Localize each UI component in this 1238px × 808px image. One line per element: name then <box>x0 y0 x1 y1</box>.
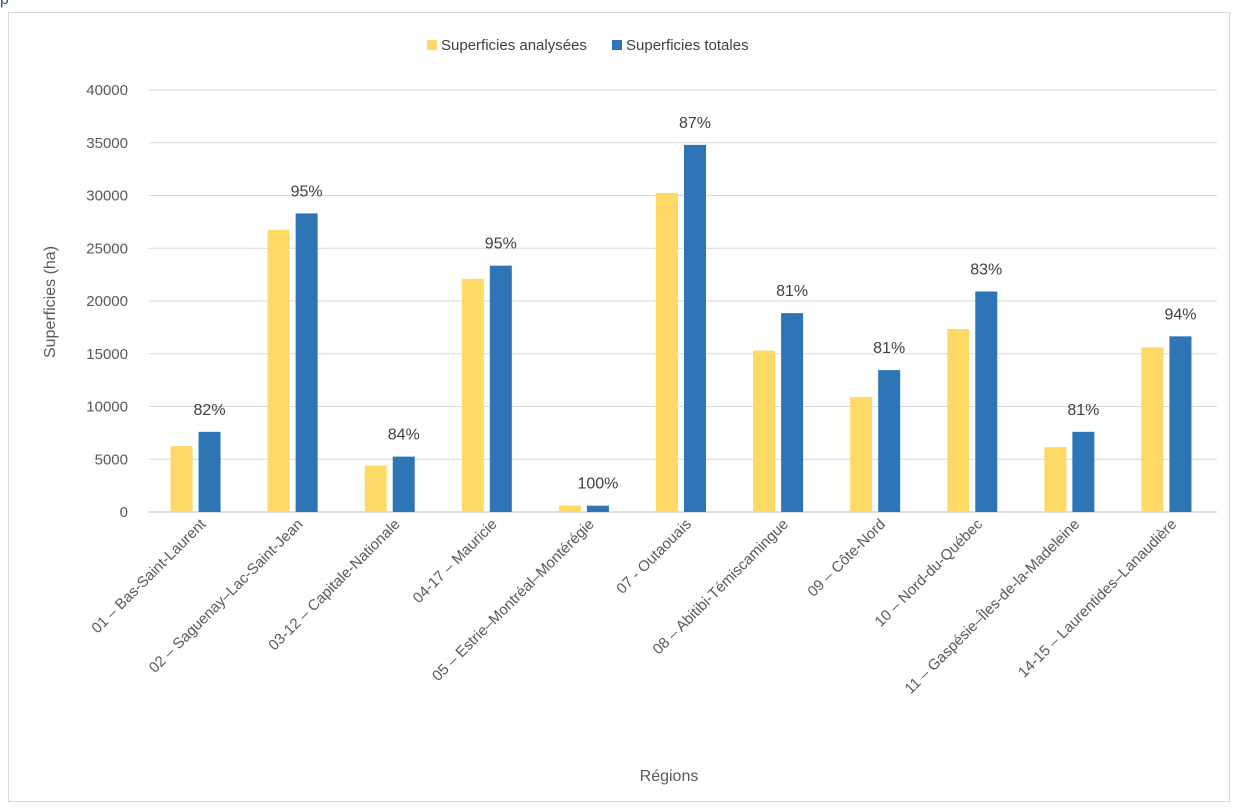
data-labels: 82% 95% 84% 95% 100% 87% 81% 81% 83% 81% 94% <box>194 115 1197 493</box>
x-category-label: 14-15 – Laurentides–Lanaudière <box>1015 516 1180 681</box>
bar-analysees <box>753 350 776 512</box>
bar-analysees <box>170 446 193 512</box>
legend: Superficies analysées Superficies totales <box>427 37 749 54</box>
bar-totales <box>1072 431 1095 512</box>
data-label-percent: 81% <box>776 283 808 300</box>
y-tick-label: 5000 <box>95 451 128 468</box>
y-axis-title: Superficies (ha) <box>42 246 59 358</box>
y-tick-label: 20000 <box>86 293 128 310</box>
data-label-percent: 84% <box>388 427 420 444</box>
y-tick-label: 30000 <box>86 188 128 205</box>
x-category-label: 05 – Estrie–Montréal–Montérégie <box>429 516 598 685</box>
x-category-label: 02 – Saguenay–Lac-Saint-Jean <box>146 516 307 677</box>
data-label-percent: 95% <box>485 236 517 253</box>
bar-totales <box>198 431 221 512</box>
bar-totales <box>975 291 998 512</box>
bar-analysees <box>947 328 970 512</box>
legend-swatch-2 <box>612 40 622 50</box>
bar-analysees <box>1044 447 1067 512</box>
bar-totales <box>586 505 609 512</box>
top-caption: p <box>0 0 9 9</box>
y-tick-label: 35000 <box>86 135 128 152</box>
legend-label-2: Superficies totales <box>626 37 749 54</box>
data-label-percent: 100% <box>577 476 618 493</box>
bar-chart: Superficies analysées Superficies totales… <box>42 37 1217 785</box>
bar-analysees <box>558 505 581 512</box>
bar-analysees <box>656 192 678 513</box>
bar-analysees <box>267 229 290 512</box>
data-label-percent: 83% <box>970 262 1002 279</box>
data-label-percent: 94% <box>1164 306 1196 323</box>
x-axis-title: Régions <box>640 768 699 785</box>
x-category-label: 07 - Outaouais <box>613 516 695 598</box>
y-tick-label: 0 <box>120 504 128 521</box>
y-axis-ticks: 0 5000 10000 15000 20000 25000 30000 35000 40000 <box>86 82 128 521</box>
bar-analysees <box>850 397 873 512</box>
bar-totales <box>781 313 804 512</box>
bar-analysees <box>364 465 387 512</box>
data-label-percent: 87% <box>679 115 711 132</box>
legend-swatch-1 <box>427 40 437 50</box>
bar-analysees <box>461 278 484 512</box>
legend-label-1: Superficies analysées <box>441 37 587 54</box>
y-tick-label: 15000 <box>86 346 128 363</box>
chart-area: Superficies analysées Superficies totales… <box>8 12 1230 802</box>
data-label-percent: 82% <box>194 402 226 419</box>
data-label-percent: 95% <box>291 183 323 200</box>
x-category-label: 04-17 – Mauricie <box>410 516 501 607</box>
bar-analysees <box>1141 347 1164 512</box>
y-tick-label: 40000 <box>86 82 128 99</box>
bar-totales <box>1169 336 1192 512</box>
bar-totales <box>489 265 512 512</box>
x-category-label: 09 – Côte-Nord <box>804 516 889 601</box>
x-category-label: 10 – Nord-du-Québec <box>871 515 986 630</box>
data-label-percent: 81% <box>1067 402 1099 419</box>
gridlines <box>149 89 1217 513</box>
bars <box>170 144 1192 513</box>
y-tick-label: 25000 <box>86 240 128 257</box>
x-category-label: 11 – Gaspésie–Îles-de-la-Madeleine <box>902 516 1084 698</box>
bar-totales <box>392 456 415 512</box>
bar-totales <box>295 213 318 512</box>
bar-totales <box>878 370 901 512</box>
y-tick-label: 10000 <box>86 399 128 416</box>
bar-totales <box>684 144 706 513</box>
data-label-percent: 81% <box>873 340 905 357</box>
